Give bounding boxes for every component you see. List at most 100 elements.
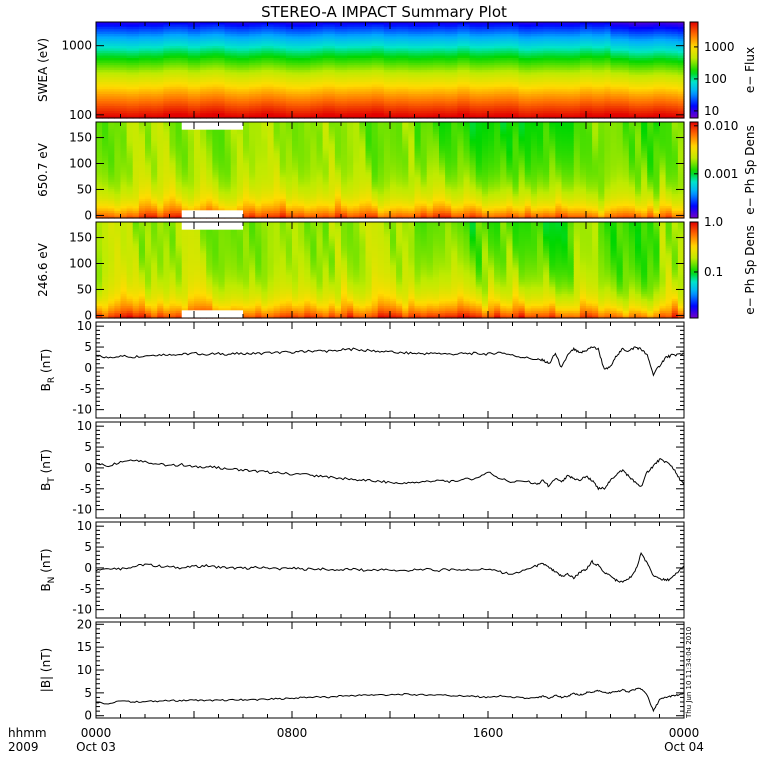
heatmap-cell (316, 38, 324, 42)
heatmap-cell (132, 60, 140, 64)
heatmap-cell (371, 106, 379, 109)
heatmap-cell (261, 38, 269, 42)
heatmap-cell (138, 50, 146, 54)
heatmap-cell (439, 38, 446, 42)
heatmap-cell (255, 48, 262, 52)
heatmap-cell (206, 50, 213, 54)
heatmap-cell (243, 62, 250, 66)
heatmap-cell (408, 89, 416, 93)
heatmap-cell (463, 38, 471, 42)
heatmap-cell (181, 96, 189, 100)
heatmap-cell (396, 101, 403, 105)
heatmap-cell (396, 38, 403, 42)
heatmap-cell (316, 115, 324, 119)
heatmap-cell (426, 50, 434, 54)
heatmap-cell (138, 77, 146, 81)
heatmap-cell (322, 60, 330, 64)
heatmap-cell (243, 65, 250, 69)
heatmap-cell (212, 82, 220, 85)
heatmap-cell (279, 113, 287, 117)
heatmap-cell (273, 50, 281, 54)
heatmap-cell (151, 43, 158, 47)
heatmap-cell (298, 72, 305, 76)
heatmap-cell (310, 29, 318, 33)
heatmap-cell (114, 26, 122, 30)
heatmap-cell (230, 34, 238, 37)
heatmap-cell (102, 86, 109, 90)
heatmap-cell (218, 36, 226, 40)
heatmap-cell (273, 106, 281, 109)
heatmap-cell (218, 106, 226, 109)
heatmap-cell (347, 96, 354, 100)
heatmap-cell (426, 89, 434, 93)
heatmap-cell (451, 91, 458, 95)
heatmap-cell (353, 103, 360, 107)
heatmap-cell (126, 70, 134, 73)
heatmap-cell (157, 108, 164, 112)
heatmap-cell (304, 113, 311, 117)
heatmap-cell (420, 110, 428, 114)
heatmap-cell (377, 103, 385, 107)
heatmap-cell (249, 46, 256, 49)
heatmap-cell (206, 31, 213, 35)
heatmap-cell (475, 60, 483, 64)
heatmap-cell (390, 36, 397, 40)
heatmap-cell (377, 89, 385, 93)
heatmap-cell (445, 65, 452, 69)
heatmap-cell (200, 86, 207, 90)
heatmap-cell (377, 98, 385, 102)
heatmap-cell (304, 98, 311, 102)
heatmap-cell (365, 70, 373, 73)
heatmap-cell (236, 31, 244, 35)
heatmap-cell (267, 101, 275, 105)
colorbar-swea (689, 21, 699, 119)
heatmap-cell (420, 94, 428, 97)
heatmap-cell (451, 70, 458, 73)
heatmap-cell (457, 113, 465, 117)
heatmap-cell (322, 26, 330, 30)
heatmap-cell (145, 62, 152, 66)
heatmap-cell (212, 101, 220, 105)
heatmap-cell (108, 62, 115, 66)
heatmap-cell (396, 31, 403, 35)
heatmap-cell (279, 96, 287, 100)
heatmap-cell (439, 55, 446, 59)
heatmap-cell (383, 58, 391, 61)
heatmap-cell (157, 82, 164, 85)
heatmap-cell (138, 55, 146, 59)
heatmap-cell (322, 58, 330, 61)
heatmap-cell (267, 106, 275, 109)
heatmap-cell (212, 36, 220, 40)
heatmap-cell (218, 29, 226, 33)
heatmap-cell (334, 60, 342, 64)
heatmap-cell (371, 108, 379, 112)
heatmap-cell (206, 74, 213, 78)
heatmap-cell (445, 91, 452, 95)
heatmap-cell (194, 24, 201, 28)
heatmap-cell (457, 74, 465, 78)
heatmap-cell (273, 36, 281, 40)
heatmap-cell (304, 50, 311, 54)
heatmap-cell (292, 94, 299, 97)
heatmap-cell (151, 34, 158, 37)
heatmap-cell (359, 24, 367, 28)
heatmap-cell (163, 43, 171, 47)
heatmap-cell (279, 91, 287, 95)
heatmap-cell (402, 77, 409, 81)
heatmap-cell (292, 98, 299, 102)
heatmap-cell (236, 22, 244, 25)
heatmap-cell (292, 74, 299, 78)
heatmap-cell (481, 72, 489, 76)
heatmap-cell (426, 101, 434, 105)
heatmap-cell (175, 31, 183, 35)
heatmap-cell (108, 22, 115, 25)
heatmap-cell (488, 77, 495, 81)
heatmap-cell (488, 79, 495, 83)
heatmap-cell (145, 86, 152, 90)
heatmap-cell (488, 115, 495, 119)
heatmap-cell (145, 55, 152, 59)
heatmap-cell (96, 24, 103, 28)
heatmap-cell (279, 82, 287, 85)
figure-title: STEREO-A IMPACT Summary Plot (261, 3, 507, 21)
heatmap-cell (230, 86, 238, 90)
